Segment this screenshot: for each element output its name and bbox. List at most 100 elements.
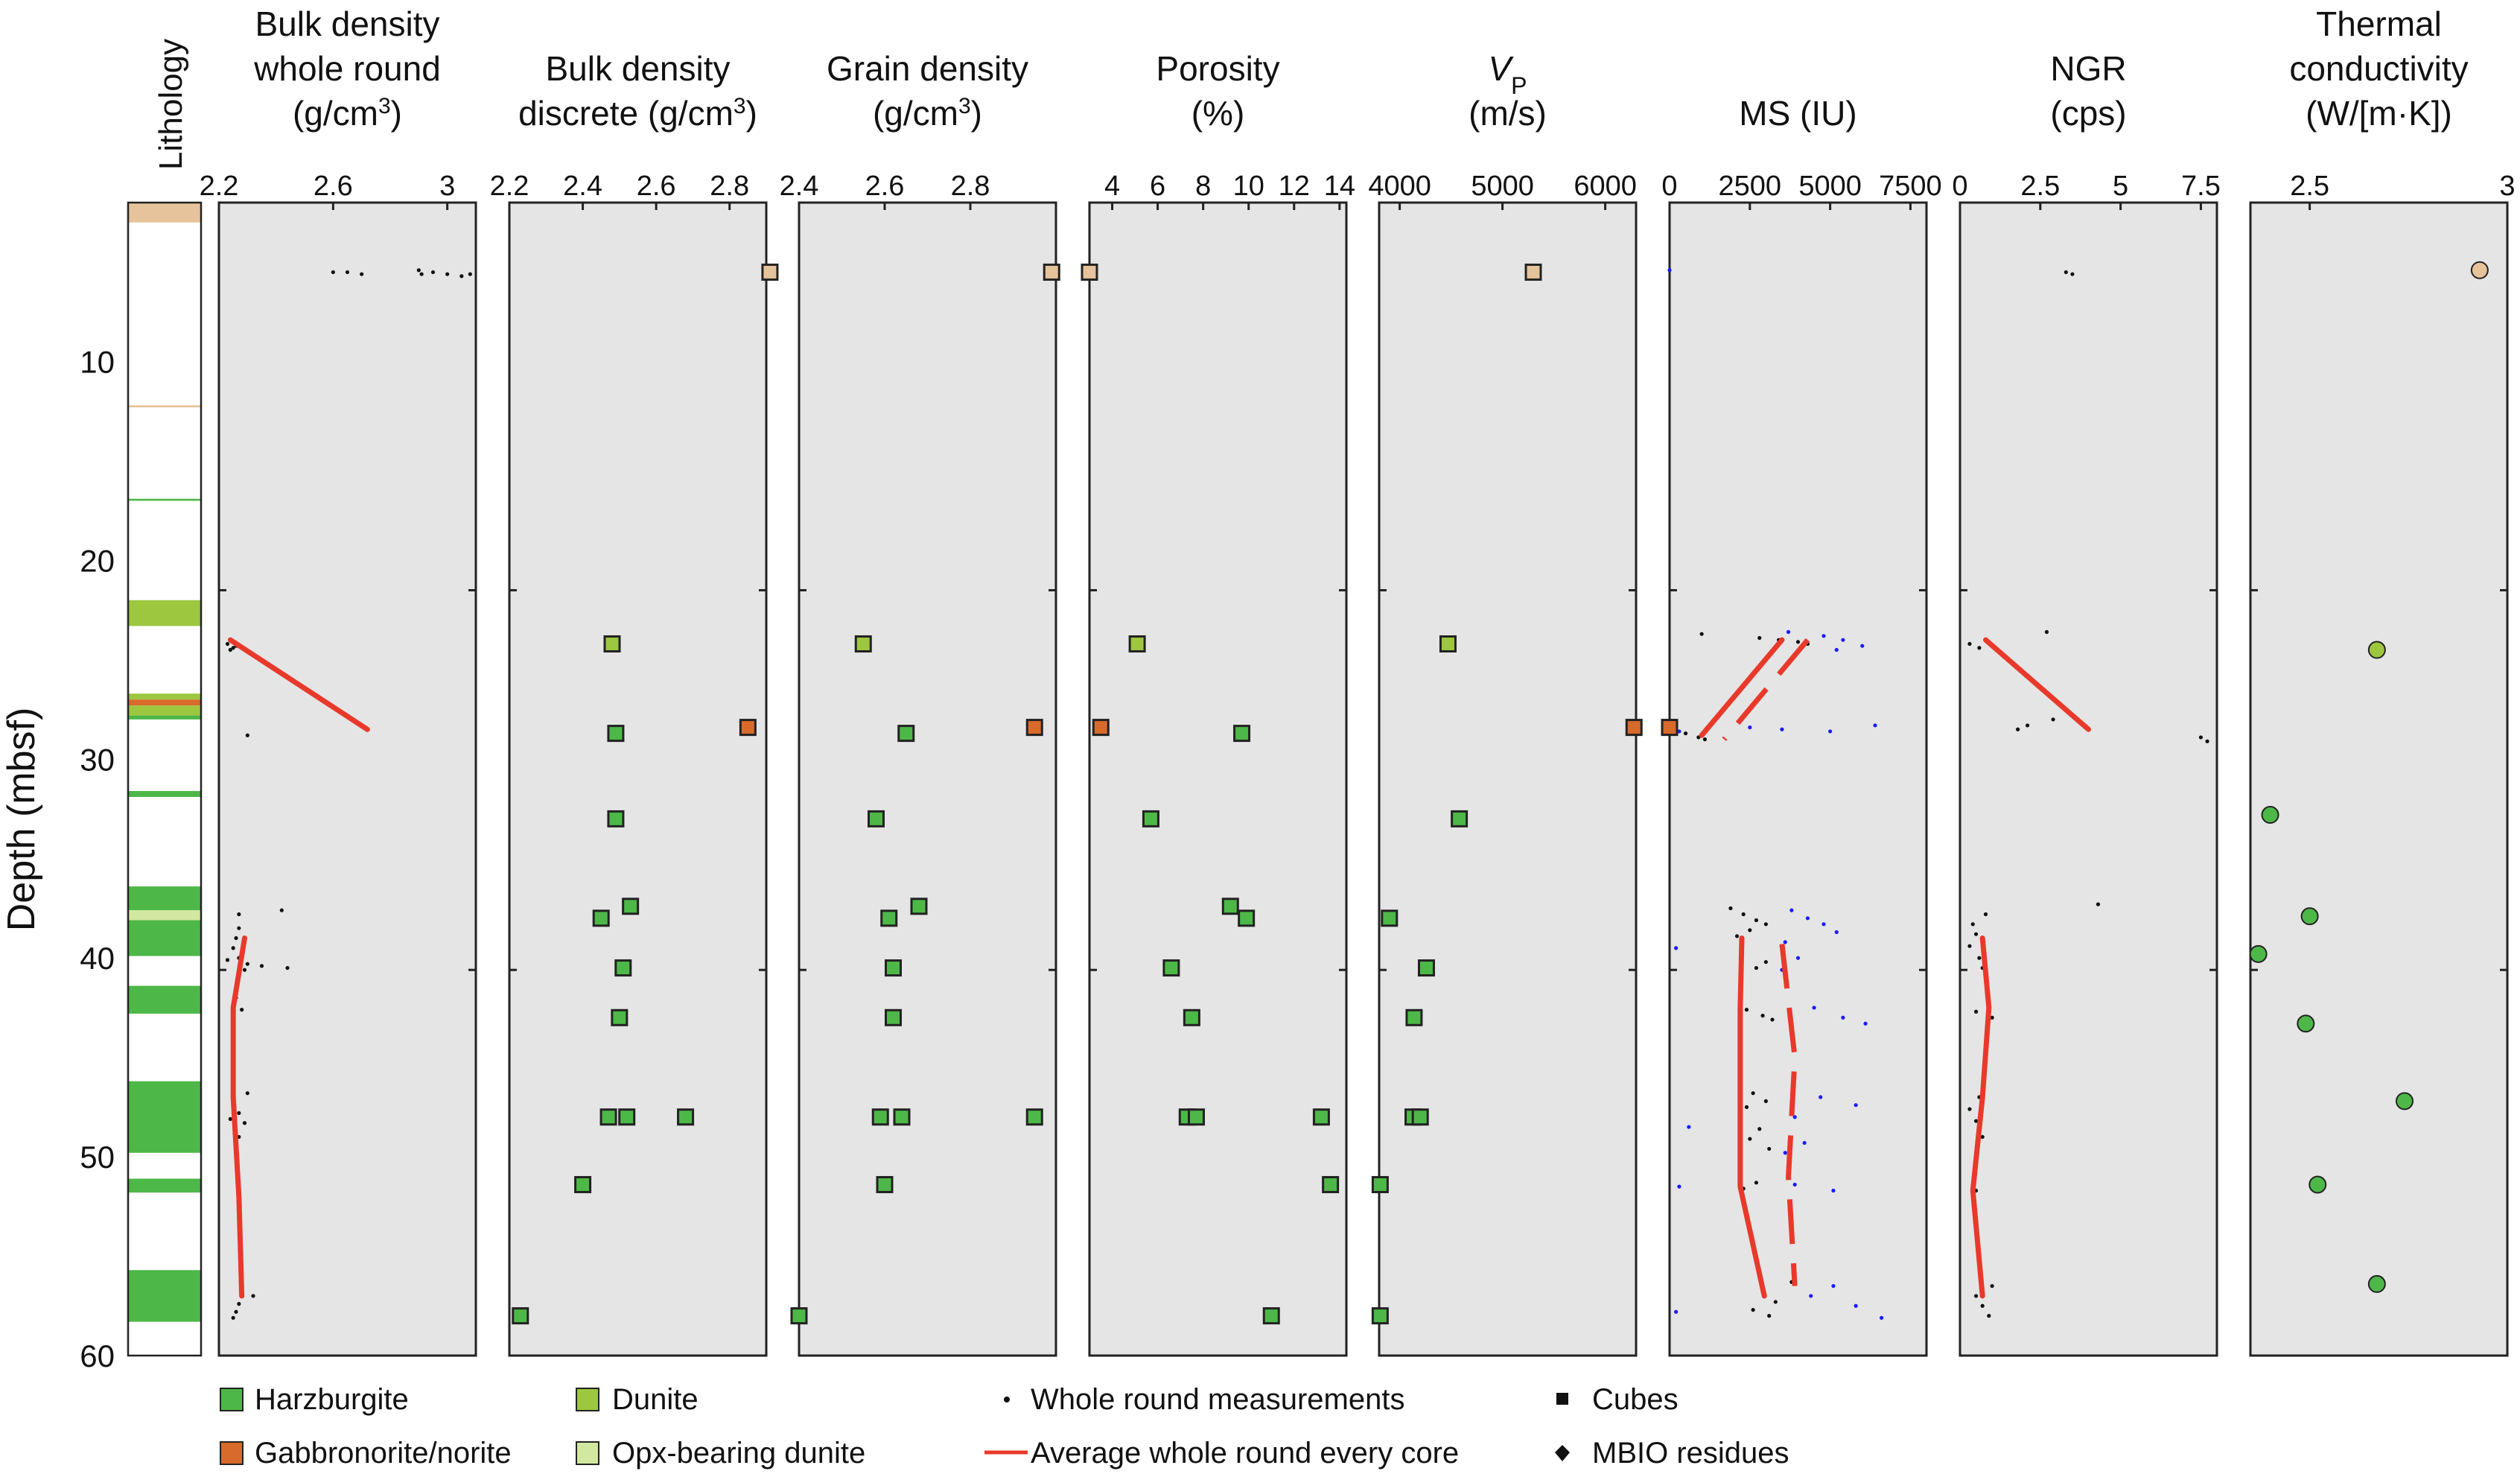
- whole-round-point: [1841, 1015, 1845, 1020]
- superscript: 3: [734, 94, 746, 118]
- whole-round-point: [1967, 1107, 1972, 1111]
- cube-harzburgite: [607, 810, 625, 827]
- x-tick-label: 2.6: [865, 171, 905, 202]
- cube-harzburgite: [876, 1175, 894, 1193]
- average-line: [1737, 935, 1767, 1299]
- whole-round-point: [1773, 1300, 1778, 1304]
- whole-round-point: [1973, 932, 1979, 936]
- x-tick-label: 6000: [1574, 171, 1637, 202]
- panel-title-line: whole round: [253, 49, 441, 88]
- whole-round-point: [1702, 737, 1708, 742]
- x-tick-label: 2.2: [200, 171, 239, 202]
- whole-round-point: [1763, 1099, 1768, 1103]
- whole-round-point: [1744, 1105, 1749, 1109]
- cube-gabbronorite: [739, 719, 757, 737]
- cube-dunite: [1128, 635, 1146, 653]
- whole-round-point: [1674, 1309, 1679, 1314]
- panel-1: Bulk density whole round (g/cm3) 2.2 2.6 3: [200, 4, 477, 1357]
- cube-harzburgite: [1381, 909, 1399, 927]
- lithology-frame: [127, 201, 203, 1357]
- cube-top-unit: [1043, 263, 1060, 281]
- lithology-band-harzburgite: [128, 715, 201, 719]
- average-line-dashed: [1722, 638, 1810, 741]
- thermal-conductivity-point: [2367, 1274, 2386, 1293]
- thermal-conductivity-point: [2470, 261, 2489, 279]
- title-rest: ): [746, 94, 757, 133]
- whole-round-point: [1748, 725, 1752, 730]
- cube-harzburgite: [592, 909, 610, 927]
- x-tick-label: 2.8: [951, 171, 990, 202]
- whole-round-point: [1760, 1014, 1765, 1018]
- panel-title-line: Bulk density: [545, 49, 730, 88]
- whole-round-point: [468, 272, 472, 276]
- title-rest: ): [391, 94, 402, 133]
- whole-round-point: [1789, 908, 1794, 912]
- cube-harzburgite: [1183, 1008, 1200, 1026]
- depth-tick-label: 30: [80, 742, 115, 777]
- x-tick-label: 4: [1104, 171, 1120, 202]
- whole-round-point: [231, 946, 235, 950]
- whole-round-point: [1860, 644, 1865, 648]
- lithology-frame-bg: [128, 203, 201, 1356]
- whole-round-point: [1831, 1188, 1836, 1193]
- superscript: 3: [378, 94, 391, 118]
- legend-swatch-gabbronorite: [220, 1441, 244, 1465]
- thermal-conductivity-point: [2396, 1092, 2414, 1111]
- whole-round-point: [1873, 723, 1877, 728]
- whole-round-point: [1819, 1095, 1823, 1099]
- average-line: [230, 935, 247, 1299]
- cube-harzburgite: [1221, 898, 1239, 915]
- legend-dot-whole-round: [1004, 1397, 1010, 1402]
- panel-background: [508, 201, 768, 1357]
- legend-square-cubes: [1556, 1393, 1568, 1405]
- lithology-column: [127, 201, 203, 1357]
- cube-harzburgite: [599, 1108, 617, 1126]
- panel-title-line: (g/cm3): [293, 94, 402, 133]
- lithology-band-opx-dunite: [128, 910, 201, 921]
- whole-round-point: [1786, 629, 1791, 635]
- cube-harzburgite: [614, 959, 632, 977]
- whole-round-point: [1987, 1314, 1991, 1318]
- cube-harzburgite: [1417, 959, 1435, 977]
- thermal-conductivity-point: [2249, 944, 2268, 963]
- x-tick-label: 2.4: [780, 171, 819, 202]
- cube-harzburgite: [1405, 1008, 1423, 1026]
- lithology-band-harzburgite: [128, 791, 201, 798]
- cube-top-unit: [1081, 263, 1098, 281]
- legend-swatch-opx-dunite: [576, 1441, 599, 1465]
- cube-gabbronorite: [1025, 719, 1043, 737]
- panel-title-line: Porosity: [1156, 49, 1279, 88]
- panel-background: [1959, 201, 2218, 1357]
- whole-round-point: [2070, 272, 2075, 276]
- x-tick-label: 3: [439, 171, 455, 202]
- panel-title-line: Grain density: [827, 49, 1028, 88]
- vp-symbol: V: [1488, 49, 1514, 88]
- average-line: [1699, 637, 1785, 738]
- whole-round-point: [430, 270, 436, 275]
- whole-round-point: [1795, 956, 1801, 960]
- panel-title-line: conductivity: [2289, 49, 2468, 88]
- cube-harzburgite: [574, 1175, 592, 1193]
- cube-harzburgite: [885, 959, 902, 977]
- cube-harzburgite: [871, 1108, 889, 1126]
- x-tick-label: 8: [1195, 171, 1211, 202]
- whole-round-point: [1977, 646, 1982, 650]
- panel-background: [1088, 201, 1348, 1357]
- thermal-conductivity-point: [2300, 907, 2319, 926]
- whole-round-point: [345, 270, 350, 275]
- cube-dunite: [603, 635, 621, 653]
- legend-label-opx-dunite: Opx-bearing dunite: [612, 1437, 865, 1470]
- whole-round-point: [1880, 1315, 1884, 1320]
- whole-round-point: [1980, 1134, 1985, 1140]
- panel-background: [217, 201, 477, 1357]
- whole-round-point: [1809, 1294, 1813, 1298]
- whole-round-point: [1854, 1303, 1858, 1308]
- panel-title-line: (cps): [2050, 94, 2126, 133]
- panel-8: Thermal conductivity (W/[m·K]) 2.5 3: [2249, 4, 2516, 1357]
- cube-harzburgite: [618, 1108, 636, 1126]
- x-tick-label: 5000: [1471, 171, 1534, 202]
- lithology-band-harzburgite: [128, 920, 201, 956]
- cube-harzburgite: [1233, 725, 1251, 743]
- whole-round-point: [1754, 1181, 1759, 1185]
- x-tick-label: 0: [1661, 171, 1677, 202]
